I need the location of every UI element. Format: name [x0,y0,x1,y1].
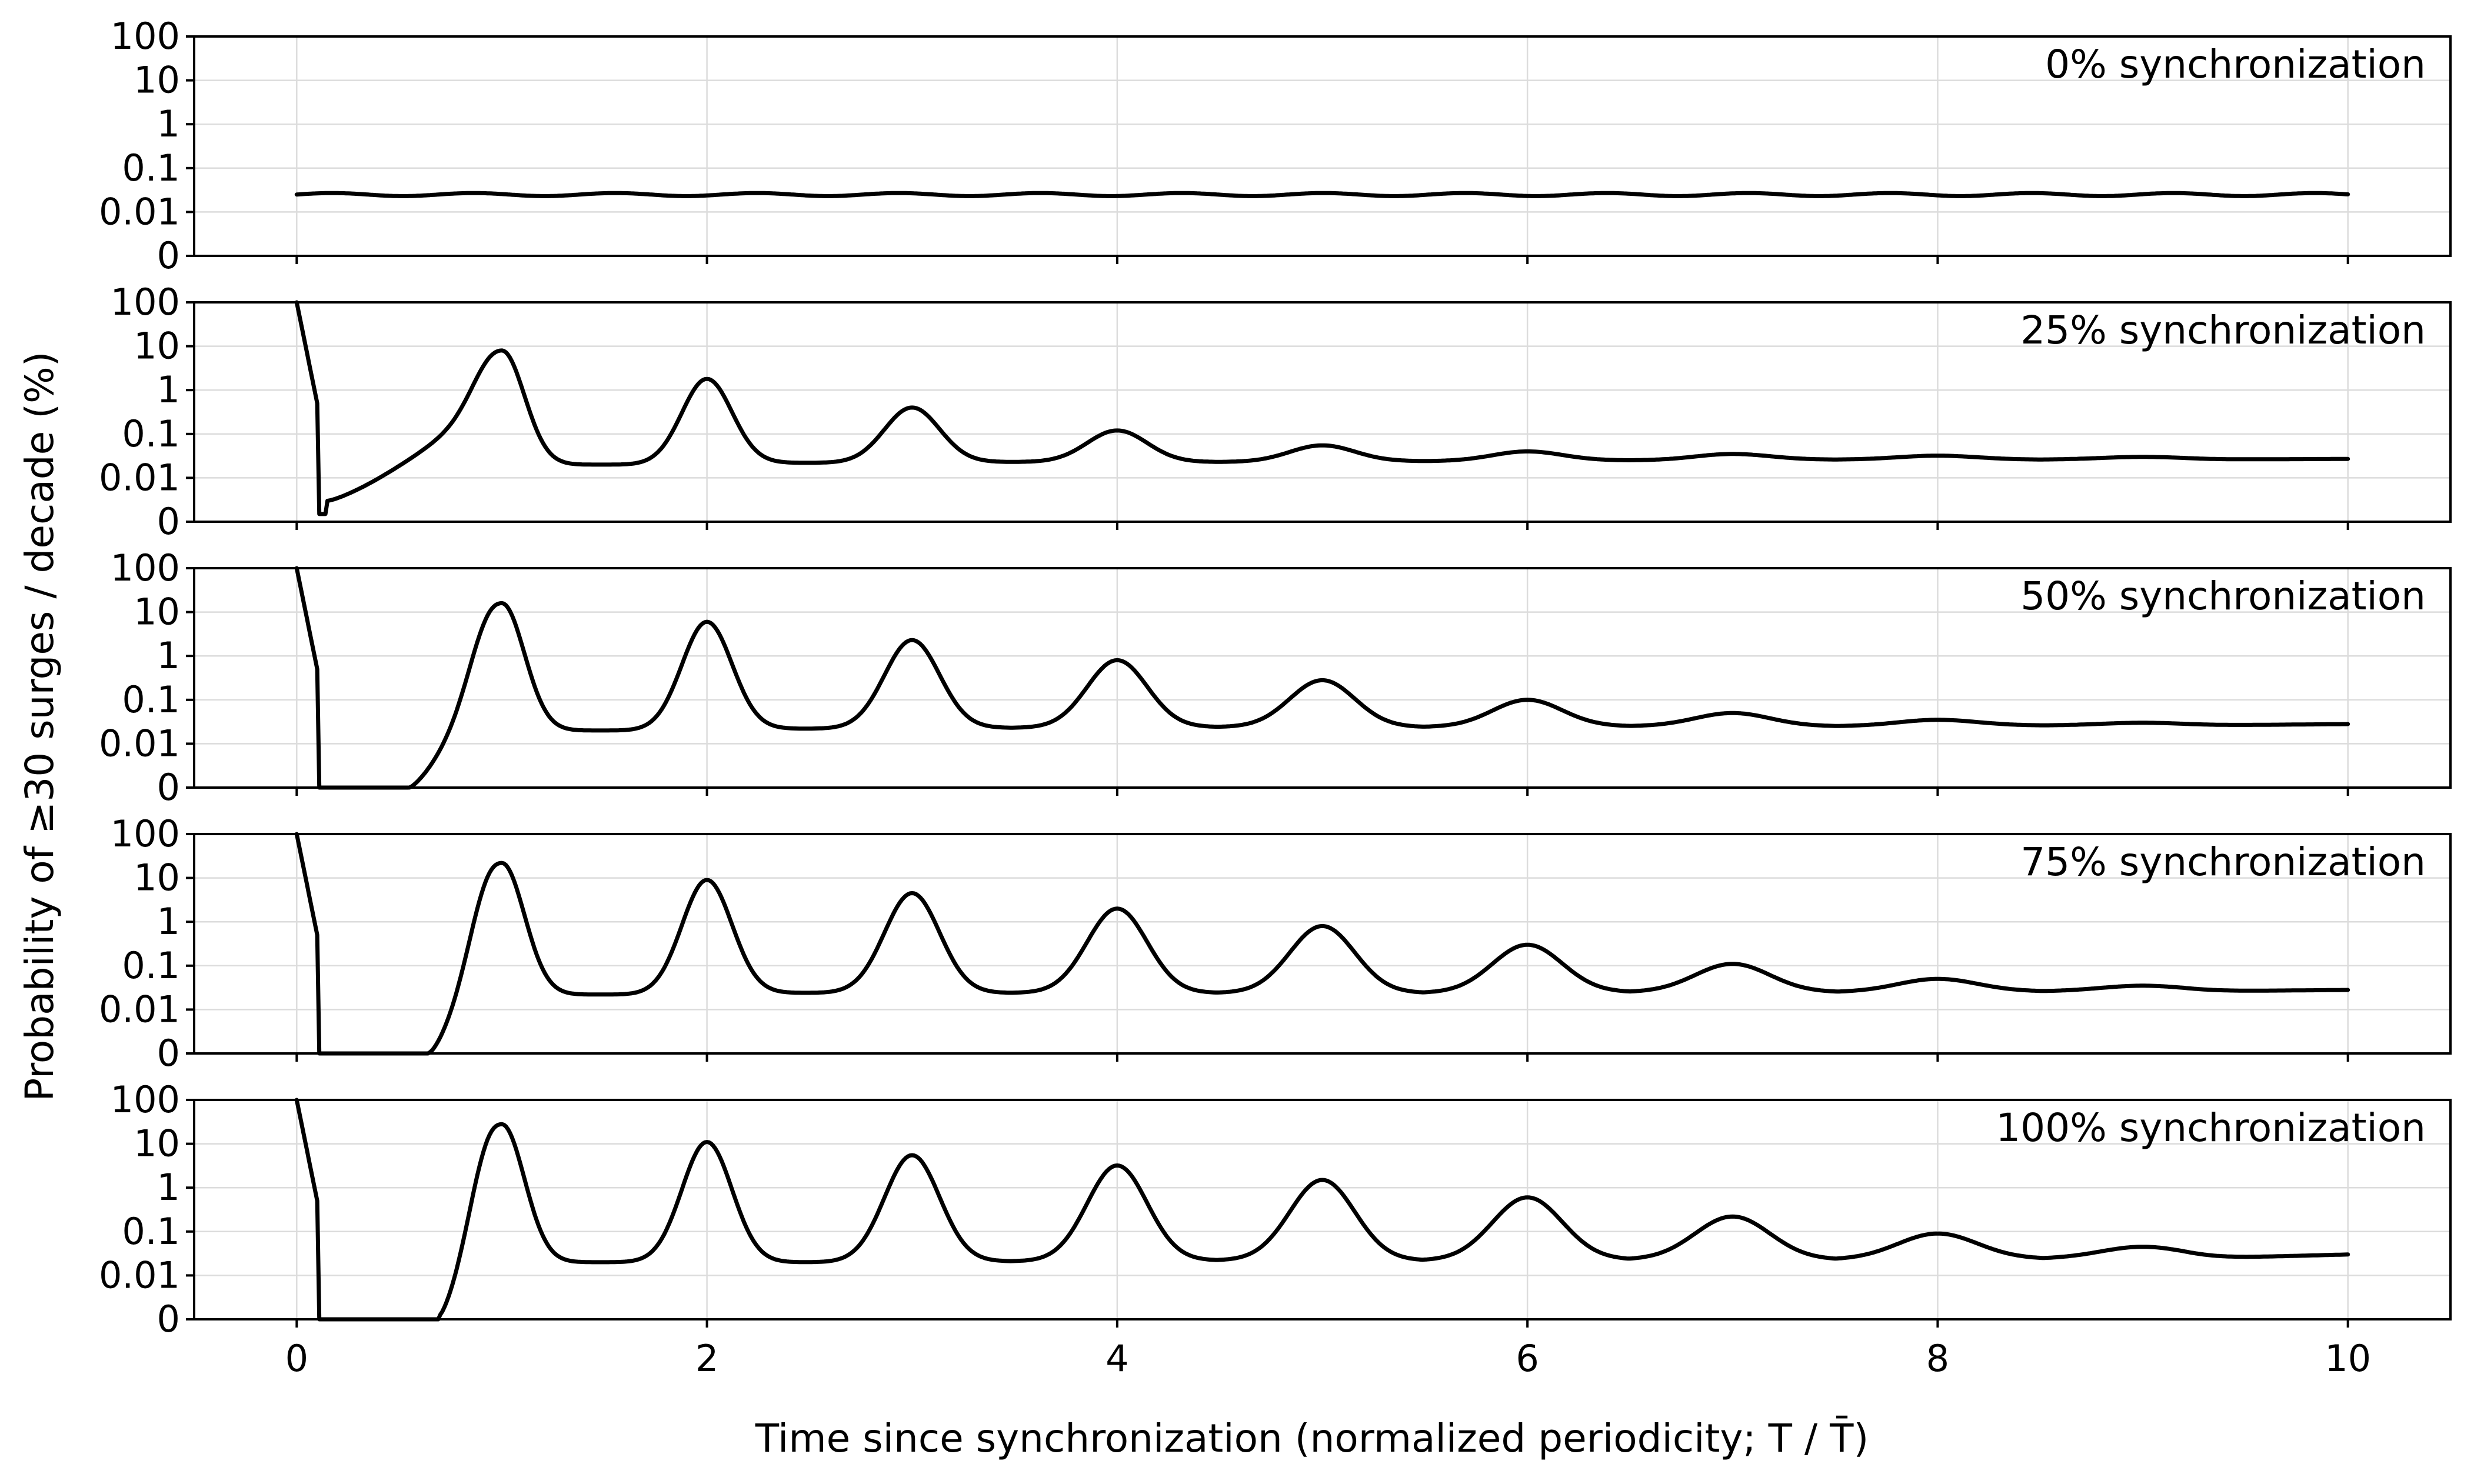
y-tick-label: 0 [157,766,180,809]
panel-title: 25% synchronization [2020,308,2426,353]
y-tick-label: 1 [157,1166,180,1209]
y-tick-label: 0.1 [122,146,180,189]
axes-frame [193,567,2452,789]
y-tick-label: 0.01 [99,190,180,233]
axes-frame [193,1099,2452,1320]
y-tick-label: 0.01 [99,722,180,765]
x-tick-label: 0 [285,1337,308,1380]
series-line [294,1098,2350,1322]
y-tick-label: 0 [157,234,180,277]
y-tick-label: 0.01 [99,1253,180,1296]
series-line [294,566,2350,790]
y-tick-label: 0.1 [122,678,180,721]
series-line [294,832,2350,1056]
y-tick-label: 0.01 [99,456,180,499]
y-tick-label: 1 [157,900,180,943]
y-tick-label: 10 [134,1122,180,1165]
y-tick-label: 100 [111,281,180,324]
y-tick-label: 1 [157,634,180,677]
y-tick-label: 0 [157,1032,180,1075]
axes-frame [193,35,2452,257]
y-tick-label: 0 [157,500,180,543]
y-tick-label: 0.1 [122,944,180,987]
y-tick-label: 0.1 [122,1210,180,1253]
y-tick-label: 0.01 [99,988,180,1031]
y-tick-label: 1 [157,368,180,411]
axes-frame [193,301,2452,523]
x-tick-label: 6 [1516,1337,1539,1380]
panel-title: 75% synchronization [2020,839,2426,885]
y-tick-label: 10 [134,59,180,102]
y-tick-label: 100 [111,15,180,58]
y-tick-label: 100 [111,546,180,589]
x-tick-label: 4 [1106,1337,1128,1380]
y-tick-label: 10 [134,856,180,899]
axes-frame [193,833,2452,1055]
x-tick-label: 10 [2325,1337,2371,1380]
x-tick-label: 2 [695,1337,718,1380]
y-tick-label: 100 [111,1078,180,1121]
panel-title: 50% synchronization [2020,573,2426,619]
y-tick-label: 10 [134,325,180,368]
y-tick-label: 0.1 [122,412,180,455]
x-axis-label: Time since synchronization (normalized p… [755,1416,1869,1461]
panel-title: 0% synchronization [2045,42,2426,87]
y-tick-label: 0 [157,1298,180,1340]
panel-title: 100% synchronization [1996,1105,2426,1150]
x-tick-label: 8 [1926,1337,1949,1380]
series-line [294,300,2350,516]
y-tick-label: 10 [134,591,180,633]
y-tick-label: 100 [111,812,180,855]
y-axis-label: Probability of ≥30 surges / decade (%) [17,352,62,1102]
y-tick-label: 1 [157,102,180,145]
series-line [294,191,2350,198]
